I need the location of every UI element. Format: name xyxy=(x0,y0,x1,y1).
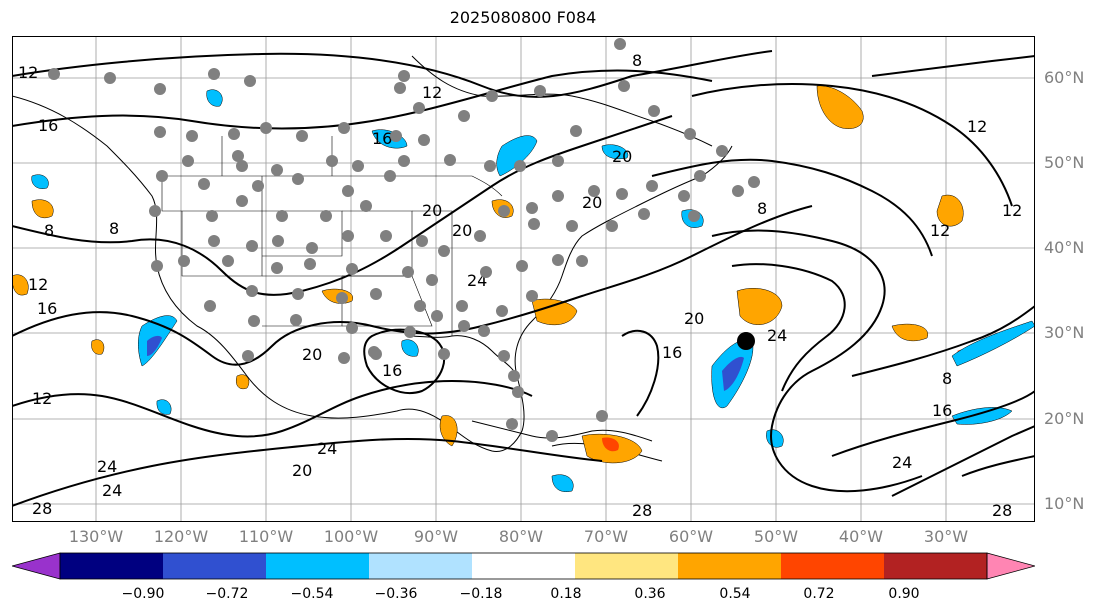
colorbar-tick-label: −0.54 xyxy=(290,586,334,602)
contour-label: 24 xyxy=(102,481,122,500)
colorbar-tick-label: 0.36 xyxy=(634,586,666,602)
contour-label: 28 xyxy=(632,501,652,520)
contour-label: 12 xyxy=(1002,201,1022,220)
contour-label: 20 xyxy=(582,193,602,212)
contour-label: 16 xyxy=(372,129,392,148)
contour-label: 16 xyxy=(662,343,682,362)
lat-label: 30°N xyxy=(1044,323,1085,342)
colorbar-tick-label: −0.72 xyxy=(205,586,249,602)
lon-label: 60°W xyxy=(668,527,714,546)
contour-label: 20 xyxy=(612,147,632,166)
colorbar-segment xyxy=(678,553,781,579)
contour-label: 8 xyxy=(109,219,119,238)
contour-label: 28 xyxy=(992,501,1012,520)
contour-label: 24 xyxy=(767,326,787,345)
contour-label: 16 xyxy=(382,361,402,380)
colorbar-tick-label: 0.90 xyxy=(888,586,920,602)
lon-label: 40°W xyxy=(838,527,884,546)
contours xyxy=(12,50,1035,507)
colorbar-tick-label: 0.18 xyxy=(550,586,582,602)
contour-label: 24 xyxy=(97,457,117,476)
lon-label: 90°W xyxy=(413,527,459,546)
colorbar-segment xyxy=(986,552,1035,580)
contour-label: 8 xyxy=(44,221,54,240)
contour-label: 24 xyxy=(317,439,337,458)
observation-dots xyxy=(48,38,760,442)
colorbar-tick-label: −0.18 xyxy=(459,586,503,602)
lat-label: 20°N xyxy=(1044,409,1085,428)
lat-label: 40°N xyxy=(1044,238,1085,257)
lat-label: 50°N xyxy=(1044,153,1085,172)
contour-label: 12 xyxy=(422,83,442,102)
contour-label: 20 xyxy=(684,309,704,328)
lon-label: 70°W xyxy=(583,527,629,546)
colorbar-tick-label: 0.72 xyxy=(803,586,835,602)
colorbar-segment xyxy=(472,553,575,579)
graticule xyxy=(12,36,1035,522)
contour-label: 12 xyxy=(18,63,38,82)
lat-label: 60°N xyxy=(1044,68,1085,87)
contour-labels: 12 16 8 8 12 16 12 20 20 24 24 28 20 24 … xyxy=(18,51,1022,520)
contour-label: 20 xyxy=(292,461,312,480)
lon-label: 110°W xyxy=(238,527,294,546)
lat-label: 10°N xyxy=(1044,494,1085,513)
colorbar-segment xyxy=(163,553,266,579)
contour-label: 8 xyxy=(757,199,767,218)
contour-label: 12 xyxy=(32,389,52,408)
lon-label: 130°W xyxy=(68,527,124,546)
colorbar-segment xyxy=(266,553,369,579)
colorbar-segment xyxy=(12,552,61,580)
lon-label: 80°W xyxy=(498,527,544,546)
contour-label: 24 xyxy=(892,453,912,472)
lon-label: 50°W xyxy=(753,527,799,546)
map-title: 2025080800 F084 xyxy=(449,8,597,27)
strong-negative-shading xyxy=(147,335,744,391)
colorbar-segment xyxy=(575,553,678,579)
contour-label: 20 xyxy=(422,201,442,220)
contour-label: 12 xyxy=(930,221,950,240)
contour-label: 16 xyxy=(37,299,57,318)
contour-label: 8 xyxy=(942,369,952,388)
lon-label: 100°W xyxy=(323,527,379,546)
lon-label: 30°W xyxy=(923,527,969,546)
lon-label: 120°W xyxy=(153,527,209,546)
colorbar-segment xyxy=(781,553,884,579)
contour-label: 28 xyxy=(32,499,52,518)
storm-center-marker xyxy=(737,332,755,350)
colorbar-segment xyxy=(369,553,472,579)
contour-label: 20 xyxy=(452,221,472,240)
colorbar-segment xyxy=(60,553,163,579)
contour-label: 20 xyxy=(302,345,322,364)
colorbar xyxy=(12,552,1035,580)
contour-label: 12 xyxy=(967,117,987,136)
colorbar-tick-label: −0.36 xyxy=(374,586,418,602)
contour-label: 8 xyxy=(632,51,642,70)
colorbar-tick-label: 0.54 xyxy=(719,586,751,602)
contour-label: 16 xyxy=(38,116,58,135)
contour-label: 12 xyxy=(28,275,48,294)
map-plot-area: 12 16 8 8 12 16 12 20 20 24 24 28 20 24 … xyxy=(12,36,1035,522)
contour-label: 16 xyxy=(932,401,952,420)
colorbar-tick-label: −0.90 xyxy=(121,586,165,602)
colorbar-segments xyxy=(12,552,1035,580)
colorbar-segment xyxy=(884,553,987,579)
